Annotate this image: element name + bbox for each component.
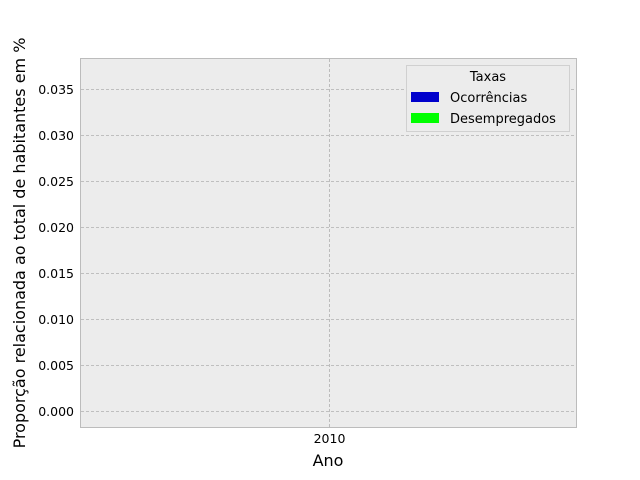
y-tick-label: 0.025 <box>38 174 74 189</box>
y-tick-label: 0.000 <box>38 404 74 419</box>
y-axis-ticks: 0.000 0.005 0.010 0.015 0.020 0.025 0.030 0.035 <box>38 82 74 419</box>
y-axis-title: Proporção relacionada ao total de habita… <box>10 38 29 449</box>
y-tick-label: 0.035 <box>38 82 74 97</box>
y-tick-label: 0.010 <box>38 312 74 327</box>
legend: Taxas Ocorrências Desempregados <box>406 65 570 132</box>
legend-items: Ocorrências Desempregados <box>411 91 556 127</box>
legend-title: Taxas <box>469 70 506 85</box>
y-tick-label: 0.005 <box>38 358 74 373</box>
grid <box>81 59 576 427</box>
legend-swatch <box>411 113 439 123</box>
x-tick-label: 2010 <box>314 431 346 446</box>
legend-label: Ocorrências <box>450 91 527 106</box>
legend-swatch <box>411 92 439 102</box>
y-tick-label: 0.015 <box>38 266 74 281</box>
x-axis-ticks: 2010 <box>314 431 346 446</box>
y-tick-label: 0.030 <box>38 128 74 143</box>
y-tick-label: 0.020 <box>38 220 74 235</box>
x-axis-title: Ano <box>313 451 344 470</box>
legend-label: Desempregados <box>450 112 556 127</box>
